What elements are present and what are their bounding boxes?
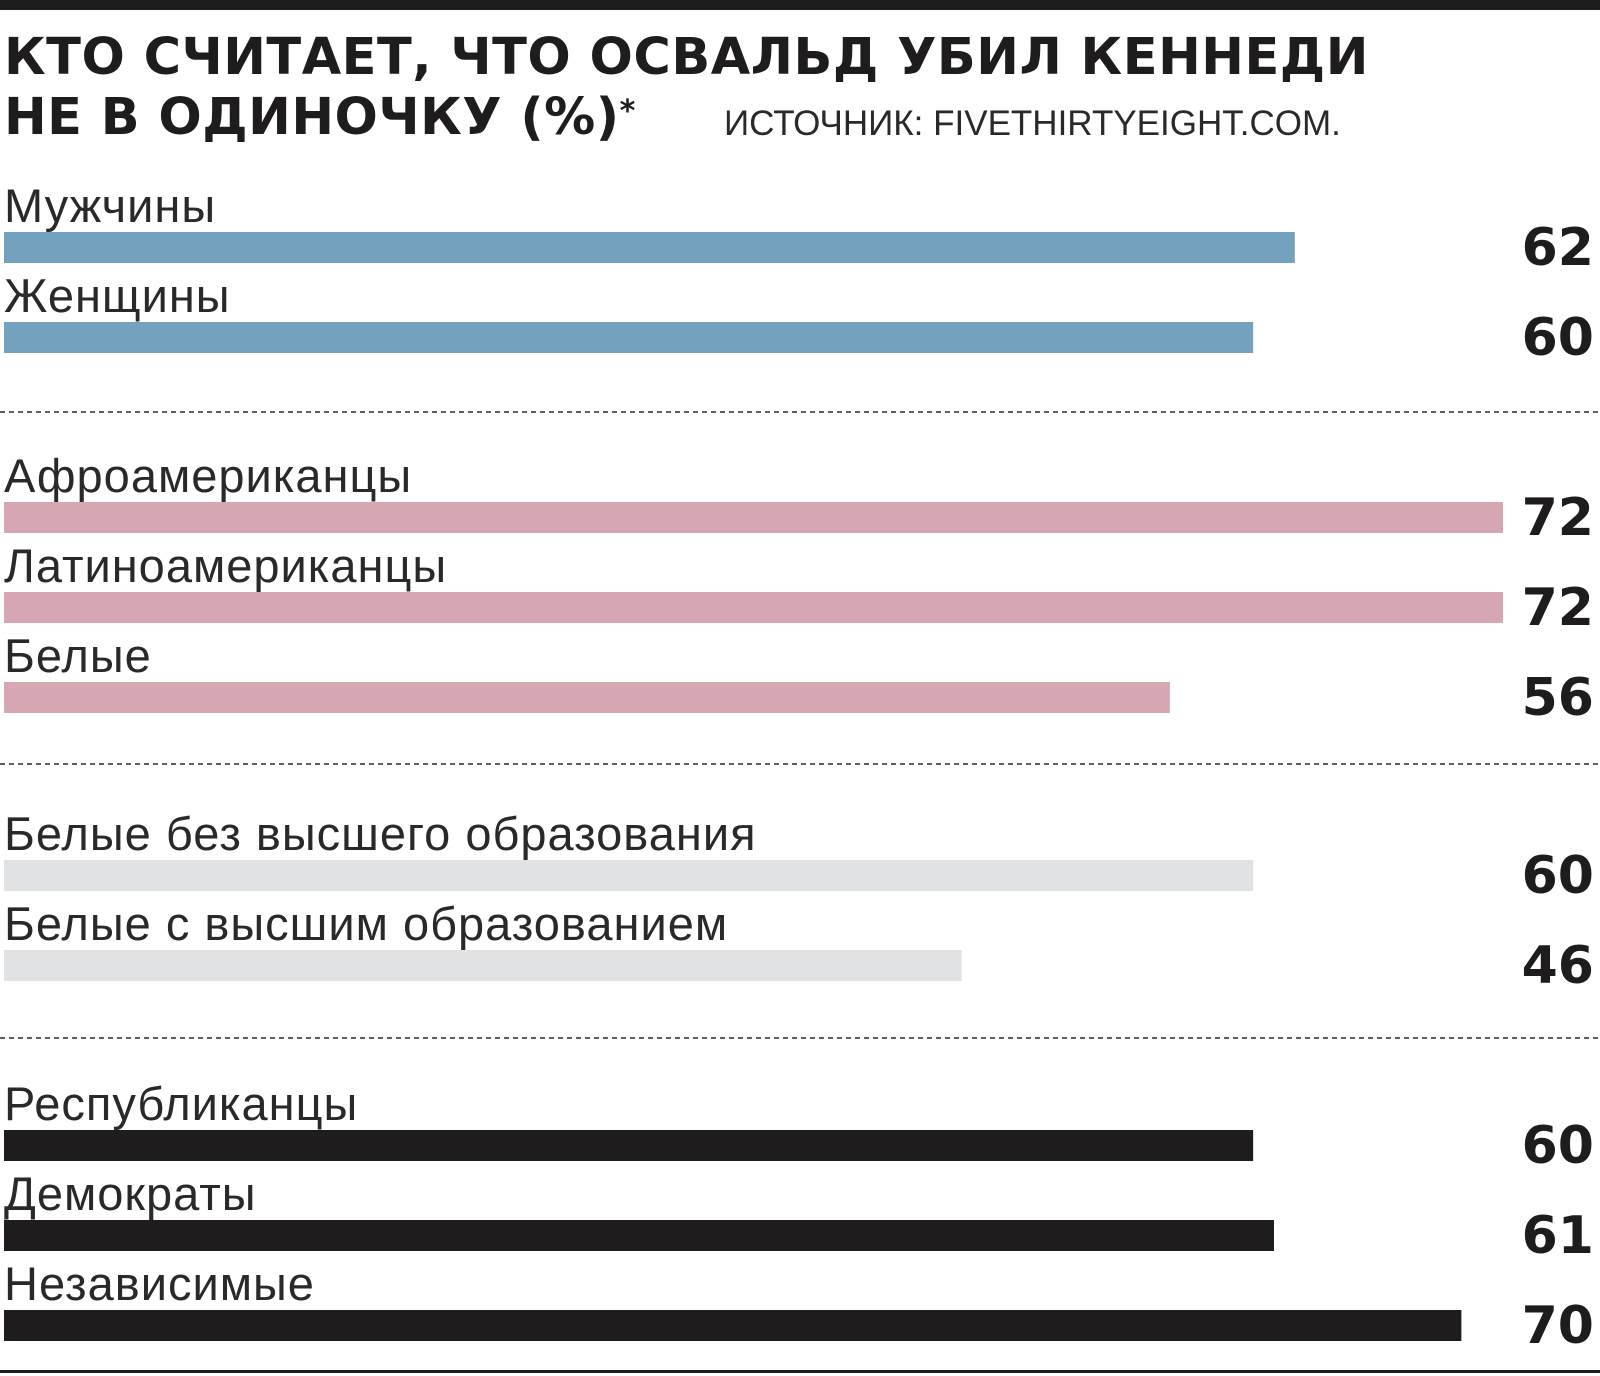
category-label: Белые с высшим образованием [4, 897, 728, 950]
value-label: 72 [1522, 488, 1594, 548]
source-note: ИСТОЧНИК: FIVETHIRTYEIGHT.COM. [724, 104, 1341, 143]
category-label: Мужчины [4, 179, 216, 232]
bar [4, 1310, 1462, 1341]
bar [4, 592, 1503, 623]
bar [4, 232, 1295, 263]
value-label: 60 [1522, 846, 1594, 906]
value-label: 72 [1522, 578, 1594, 638]
value-label: 56 [1522, 668, 1594, 728]
bar [4, 950, 962, 981]
category-label: Латиноамериканцы [4, 539, 447, 592]
footnote-mark: * [619, 94, 636, 129]
category-label: Афроамериканцы [4, 449, 412, 502]
value-label: 61 [1522, 1206, 1594, 1266]
category-label: Белые без высшего образования [4, 807, 757, 860]
bar [4, 860, 1254, 891]
category-label: Белые [4, 629, 152, 682]
bar [4, 322, 1254, 353]
category-label: Демократы [4, 1167, 257, 1220]
value-label: 62 [1522, 218, 1594, 278]
chart-title-line-2: НЕ В ОДИНОЧКУ (%)* [4, 88, 636, 148]
value-label: 46 [1522, 936, 1594, 996]
bar [4, 682, 1170, 713]
bar [4, 502, 1503, 533]
category-label: Женщины [4, 269, 231, 322]
category-label: Независимые [4, 1257, 315, 1310]
bottom-rule [0, 1370, 1600, 1373]
value-label: 60 [1522, 308, 1594, 368]
bar [4, 1130, 1254, 1161]
value-label: 60 [1522, 1116, 1594, 1176]
category-label: Республиканцы [4, 1077, 358, 1130]
bar [4, 1220, 1274, 1251]
chart-title-line-1: КТО СЧИТАЕТ, ЧТО ОСВАЛЬД УБИЛ КЕННЕДИ [4, 28, 1369, 87]
top-rule [0, 0, 1600, 10]
value-label: 70 [1522, 1296, 1594, 1356]
chart-title-line-2-text: НЕ В ОДИНОЧКУ (%) [4, 88, 620, 147]
